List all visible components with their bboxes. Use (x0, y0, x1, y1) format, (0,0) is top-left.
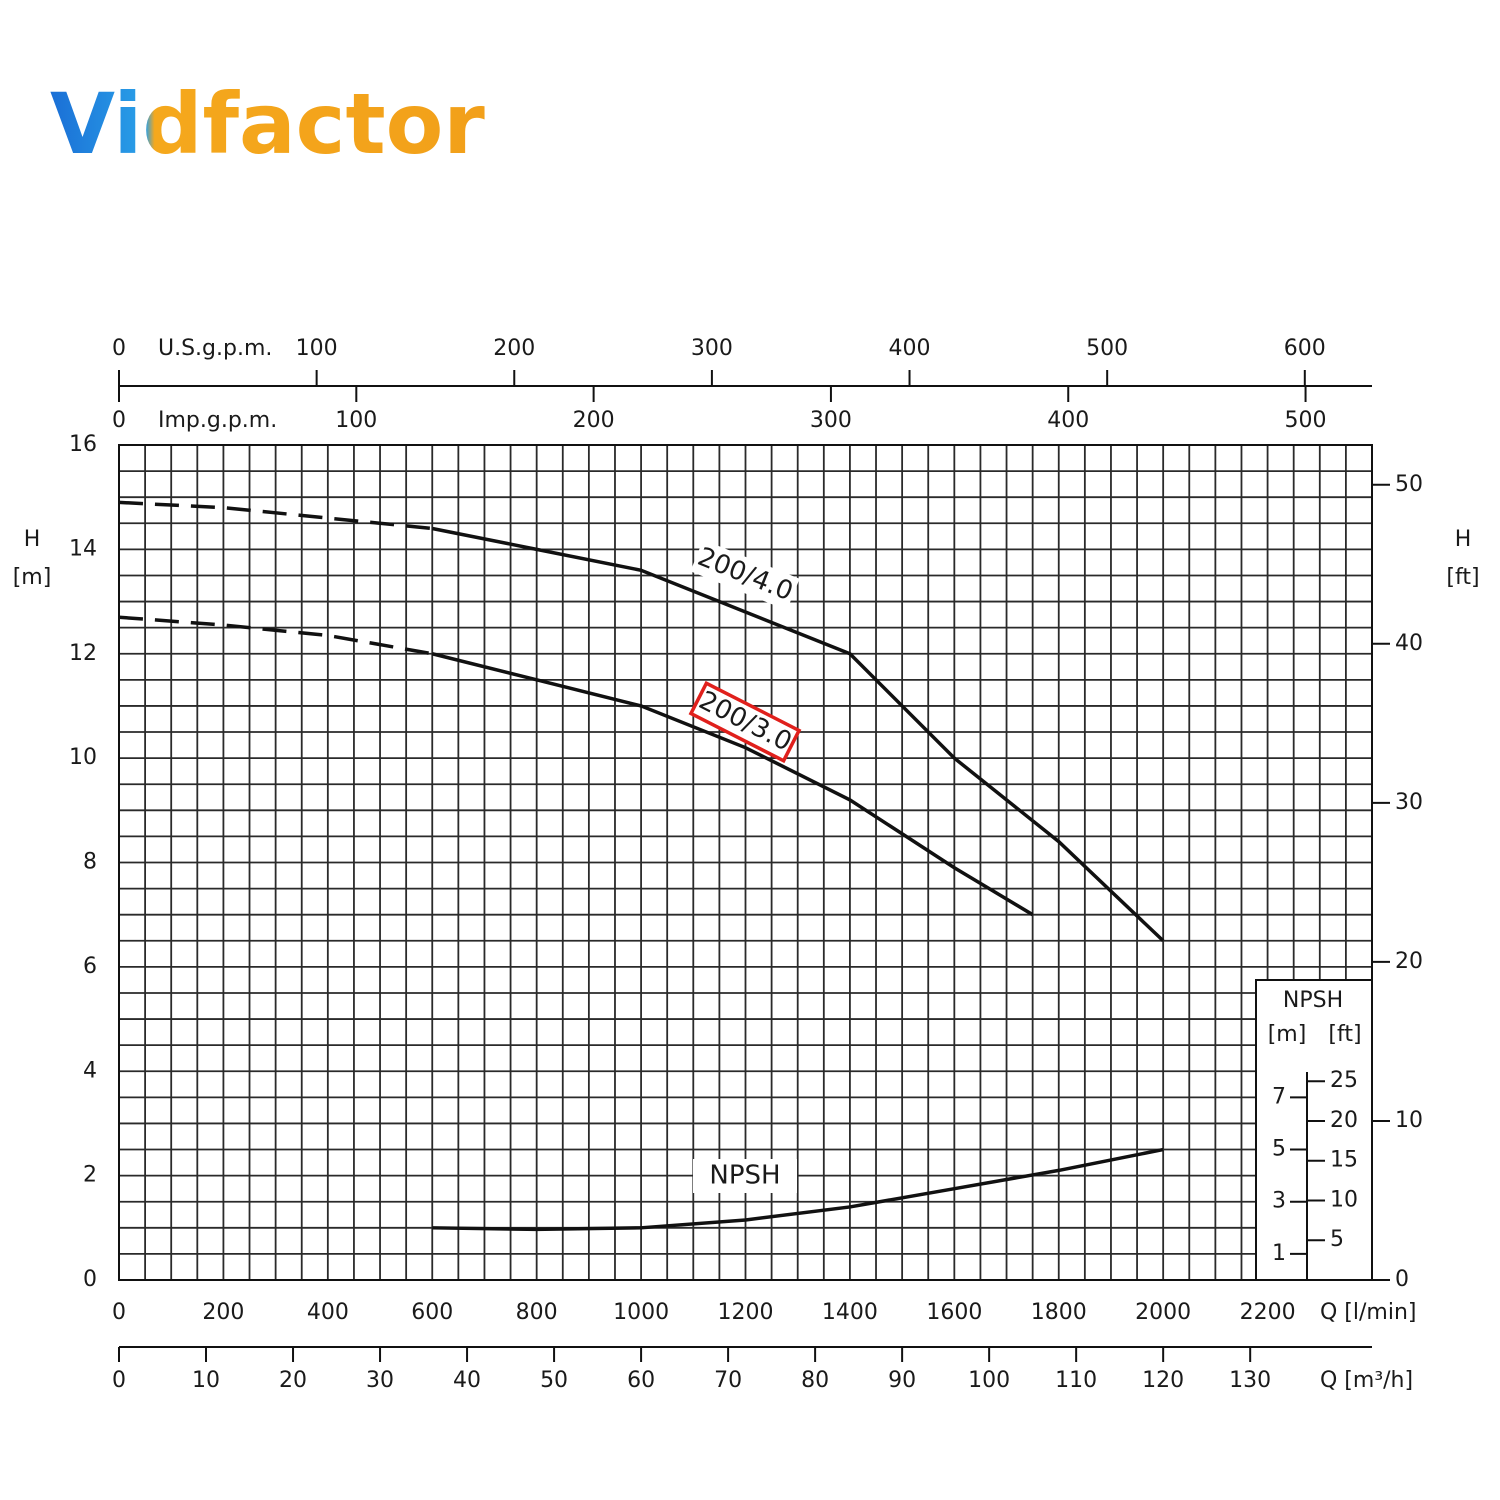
x2-tick-label: 40 (453, 1368, 481, 1393)
x2-tick-label: 120 (1142, 1368, 1184, 1393)
x-tick-label: 800 (516, 1300, 558, 1325)
y2-axis-label: H (1455, 527, 1472, 552)
npsh-m-tick-label: 7 (1272, 1084, 1286, 1109)
y2-tick-label: 0 (1395, 1267, 1409, 1292)
npsh-unit-ft: [ft] (1328, 1022, 1361, 1047)
y-tick-label: 14 (69, 536, 97, 561)
x2-tick-label: 0 (112, 1368, 126, 1393)
x-tick-label: 1200 (718, 1300, 774, 1325)
y2-tick-label: 40 (1395, 631, 1423, 656)
x2-tick-label: 50 (540, 1368, 568, 1393)
y2-tick-label: 50 (1395, 472, 1423, 497)
y-tick-label: 4 (83, 1058, 97, 1083)
logo: Vidfactor (50, 75, 485, 173)
npsh-ft-tick-label: 5 (1330, 1227, 1344, 1252)
imp-tick-label: 0 (112, 408, 126, 433)
npsh-ft-tick-label: 25 (1330, 1068, 1358, 1093)
x-tick-label: 1800 (1031, 1300, 1087, 1325)
x-tick-label: 600 (411, 1300, 453, 1325)
us-tick-label: 200 (493, 336, 535, 361)
x2-tick-label: 80 (801, 1368, 829, 1393)
y-tick-label: 0 (83, 1267, 97, 1292)
y-tick-label: 8 (83, 850, 97, 875)
curve-label: NPSH (709, 1161, 780, 1191)
us-tick-label: 100 (296, 336, 338, 361)
npsh-ft-tick-label: 15 (1330, 1148, 1358, 1173)
y-tick-label: 6 (83, 954, 97, 979)
curve-dashed (118, 500, 433, 531)
us-tick-label: 600 (1284, 336, 1326, 361)
us-tick-label: 300 (691, 336, 733, 361)
npsh-inset (1255, 979, 1373, 1281)
imp-tick-label: 400 (1047, 408, 1089, 433)
imp-tick-label: 500 (1285, 408, 1327, 433)
plot-frame (118, 444, 1373, 1281)
imp-tick-label: 100 (335, 408, 377, 433)
curve-label-group: NPSH (693, 1159, 797, 1193)
x-axis-label: Q [l/min] (1320, 1300, 1417, 1325)
x2-tick-label: 30 (366, 1368, 394, 1393)
y-tick-label: 2 (83, 1163, 97, 1188)
x-tick-label: 2200 (1240, 1300, 1296, 1325)
y-axis-unit: [m] (13, 565, 52, 590)
x-tick-label: 200 (202, 1300, 244, 1325)
y-axis-label: H (24, 527, 41, 552)
imp-tick-label: 300 (810, 408, 852, 433)
y2-axis-unit: [ft] (1446, 565, 1479, 590)
us-axis-label: U.S.g.p.m. (158, 336, 272, 361)
curve-label-bg (693, 1159, 797, 1193)
curve-label-bg (688, 680, 802, 764)
x2-tick-label: 60 (627, 1368, 655, 1393)
x2-tick-label: 100 (968, 1368, 1010, 1393)
us-tick-label: 400 (889, 336, 931, 361)
x-tick-label: 2000 (1135, 1300, 1191, 1325)
y-tick-label: 16 (69, 432, 97, 457)
npsh-ft-tick-label: 20 (1330, 1108, 1358, 1133)
curve (432, 1147, 1164, 1232)
npsh-m-tick-label: 5 (1272, 1137, 1286, 1162)
x-tick-label: 1600 (926, 1300, 982, 1325)
curve (431, 652, 1034, 917)
x-tick-label: 1400 (822, 1300, 878, 1325)
x2-tick-label: 90 (888, 1368, 916, 1393)
imp-tick-label: 200 (573, 408, 615, 433)
curve-label-bg (690, 539, 800, 611)
curve (431, 526, 1165, 943)
npsh-inset-title: NPSH (1283, 988, 1343, 1013)
y2-tick-label: 30 (1395, 790, 1423, 815)
x-tick-label: 0 (112, 1300, 126, 1325)
us-tick-label: 500 (1086, 336, 1128, 361)
npsh-m-tick-label: 3 (1272, 1189, 1286, 1214)
curve-dashed (118, 615, 433, 656)
x2-tick-label: 20 (279, 1368, 307, 1393)
us-tick-label: 0 (112, 336, 126, 361)
x-tick-label: 1000 (613, 1300, 669, 1325)
imp-axis-label: Imp.g.p.m. (158, 408, 277, 433)
y-tick-label: 10 (69, 745, 97, 770)
npsh-ft-tick-label: 10 (1330, 1187, 1358, 1212)
x2-axis-label: Q [m³/h] (1320, 1368, 1413, 1393)
npsh-m-tick-label: 1 (1272, 1241, 1286, 1266)
y2-tick-label: 10 (1395, 1108, 1423, 1133)
npsh-unit-m: [m] (1268, 1022, 1307, 1047)
x2-tick-label: 70 (714, 1368, 742, 1393)
x2-tick-label: 10 (192, 1368, 220, 1393)
x-tick-label: 400 (307, 1300, 349, 1325)
x2-tick-label: 130 (1229, 1368, 1271, 1393)
y2-tick-label: 20 (1395, 949, 1423, 974)
x2-tick-label: 110 (1055, 1368, 1097, 1393)
y-tick-label: 12 (69, 641, 97, 666)
